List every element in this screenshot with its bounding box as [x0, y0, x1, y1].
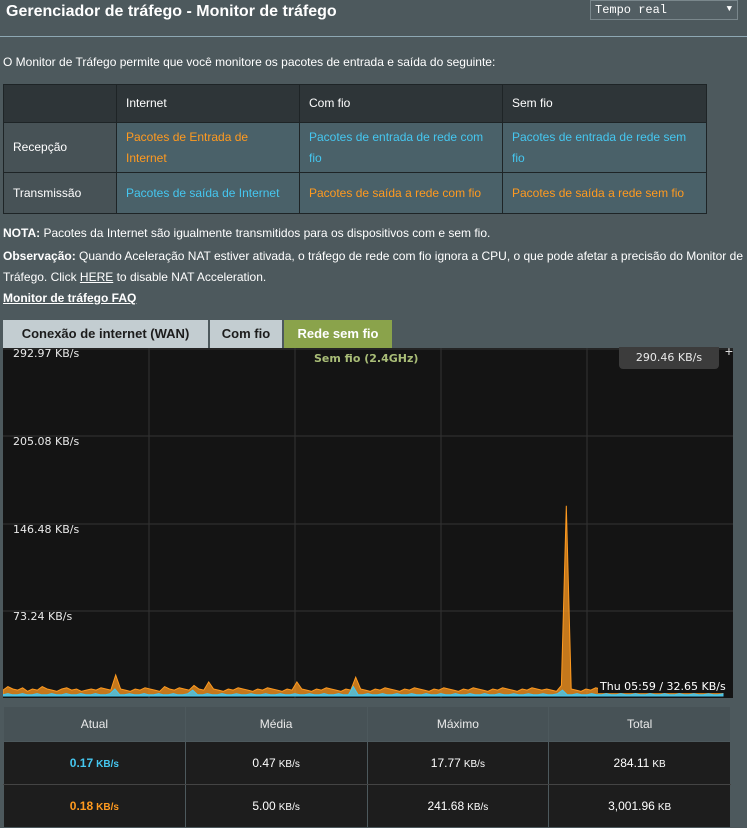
stat-total: 284.11 KB	[548, 741, 731, 785]
stat-average: 5.00 KB/s	[184, 784, 368, 828]
stat-unit: KB	[657, 802, 672, 813]
nat-disable-link[interactable]: HERE	[79, 270, 114, 284]
y-tick-label: 205.08 KB/s	[13, 435, 80, 448]
stats-header-total: Total	[548, 706, 731, 742]
stat-current: 0.18 KB/s	[3, 784, 186, 828]
stats-header-average: Média	[184, 706, 368, 742]
matrix-cell: Pacotes de saída a rede sem fio	[502, 172, 707, 214]
matrix-row-reception: Recepção	[3, 122, 117, 173]
observation-label: Observação:	[3, 249, 76, 263]
table-row: 0.17 KB/s 0.47 KB/s 17.77 KB/s 284.11 KB	[3, 741, 731, 785]
matrix-corner	[3, 84, 117, 123]
traffic-chart-svg	[3, 348, 733, 698]
stat-unit: KB/s	[96, 759, 119, 770]
stat-average: 0.47 KB/s	[184, 741, 368, 785]
stat-unit: KB/s	[96, 802, 119, 813]
matrix-cell: Pacotes de entrada de rede sem fio	[502, 122, 707, 173]
transmission-series-area	[3, 505, 724, 697]
stats-table: Atual Média Máximo Total 0.17 KB/s 0.47 KB…	[3, 706, 731, 828]
note-label: NOTA:	[3, 226, 41, 240]
matrix-header-wireless: Sem fio	[502, 84, 707, 123]
note-text: NOTA: Pacotes da Internet são igualmente…	[3, 223, 743, 244]
matrix-cell: Pacotes de saída de Internet	[116, 172, 300, 214]
reception-series-area	[3, 685, 724, 697]
observation-body: Quando Aceleração NAT estiver ativada, o…	[3, 249, 743, 284]
stat-unit: KB/s	[278, 759, 300, 770]
traffic-matrix: Internet Com fio Sem fio Recepção Pacote…	[3, 84, 707, 214]
stat-max-value: 241.68	[427, 799, 465, 813]
faq-link[interactable]: Monitor de tráfego FAQ	[3, 291, 137, 305]
plus-icon[interactable]: +	[724, 343, 733, 359]
intro-text: O Monitor de Tráfego permite que você mo…	[3, 55, 496, 69]
y-tick-label: 146.48 KB/s	[13, 523, 80, 536]
peak-value-tooltip: 290.46 KB/s	[619, 347, 719, 369]
matrix-cell: Pacotes de saída a rede com fio	[299, 172, 503, 214]
matrix-cell: Pacotes de entrada de rede com fio	[299, 122, 503, 173]
hover-readout: Thu 05:59 / 32.65 KB/s	[598, 680, 728, 693]
page-title: Gerenciador de tráfego - Monitor de tráf…	[6, 3, 337, 20]
stat-unit: KB/s	[463, 759, 485, 770]
time-range-select[interactable]: Tempo real ▼	[590, 0, 738, 20]
note-body: Pacotes da Internet são igualmente trans…	[40, 226, 491, 240]
stat-max-value: 17.77	[430, 756, 461, 770]
matrix-cell: Pacotes de Entrada de Internet	[116, 122, 300, 173]
stat-unit: KB/s	[467, 802, 489, 813]
y-tick-label: 292.97 KB/s	[13, 347, 80, 360]
tab-wired[interactable]: Com fio	[210, 320, 284, 348]
tab-wireless[interactable]: Rede sem fio	[284, 320, 394, 348]
observation-text: Observação: Quando Aceleração NAT estive…	[3, 246, 743, 288]
matrix-row-transmission: Transmissão	[3, 172, 117, 214]
matrix-header-wired: Com fio	[299, 84, 503, 123]
header-divider	[0, 36, 747, 37]
stat-current: 0.17 KB/s	[3, 741, 186, 785]
stats-header-max: Máximo	[366, 706, 550, 742]
stats-header-current: Atual	[3, 706, 186, 742]
traffic-chart[interactable]: 292.97 KB/s 205.08 KB/s 146.48 KB/s 73.2…	[3, 343, 733, 698]
observation-tail: to disable NAT Acceleration.	[113, 270, 267, 284]
series-label: Sem fio (2.4GHz)	[314, 352, 419, 365]
stat-average-value: 0.47	[252, 756, 276, 770]
time-range-value: Tempo real	[595, 3, 668, 17]
stat-total-value: 3,001.96	[608, 799, 655, 813]
stat-max: 241.68 KB/s	[366, 784, 550, 828]
tab-wan[interactable]: Conexão de internet (WAN)	[3, 320, 210, 348]
chevron-down-icon: ▼	[726, 4, 732, 14]
y-tick-label: 73.24 KB/s	[13, 610, 73, 623]
stat-current-value: 0.18	[69, 799, 94, 813]
stat-current-value: 0.17	[69, 756, 94, 770]
table-row: 0.18 KB/s 5.00 KB/s 241.68 KB/s 3,001.96 KB	[3, 784, 731, 828]
stat-total-value: 284.11	[613, 756, 650, 770]
stat-total: 3,001.96 KB	[548, 784, 731, 828]
stat-max: 17.77 KB/s	[366, 741, 550, 785]
stat-unit: KB	[652, 759, 666, 770]
matrix-header-internet: Internet	[116, 84, 300, 123]
stat-average-value: 5.00	[252, 799, 276, 813]
stat-unit: KB/s	[278, 802, 300, 813]
